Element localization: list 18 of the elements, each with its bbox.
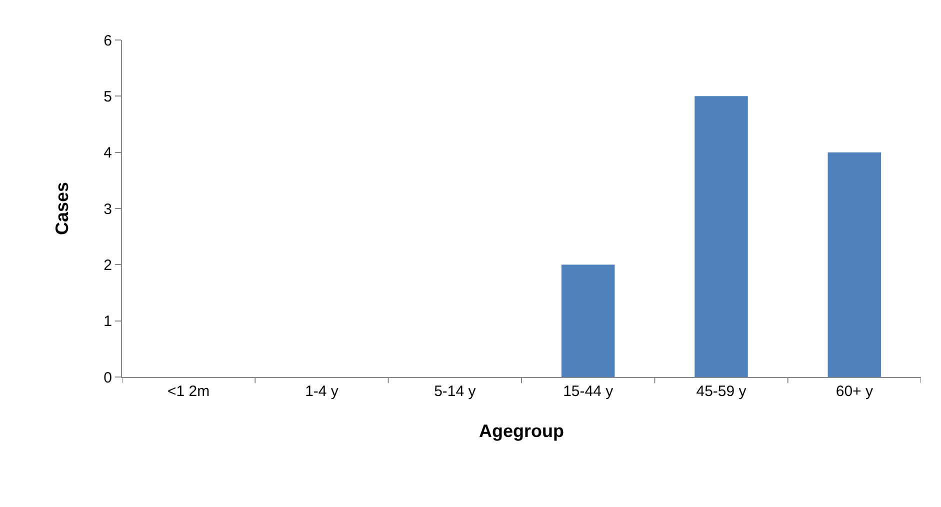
x-tick-label: 45-59 y [696, 383, 747, 400]
bar [828, 152, 882, 377]
x-tick-label: 60+ y [836, 383, 874, 400]
y-tick-label: 4 [104, 144, 112, 162]
y-tick-label: 5 [104, 88, 112, 106]
x-axis-title: Agegroup [479, 421, 564, 442]
y-tick-label: 6 [104, 32, 112, 50]
y-tick-label: 2 [104, 256, 112, 274]
x-tick-label: <1 2m [168, 383, 210, 400]
y-axis-title: Cases [52, 182, 72, 236]
bar [561, 264, 615, 377]
y-tick-label: 1 [104, 313, 112, 330]
y-tick-label: 3 [104, 200, 112, 218]
x-tick-label: 15-44 y [563, 383, 614, 400]
x-tick-label: 5-14 y [434, 383, 476, 400]
x-tick-label: 1-4 y [305, 383, 339, 400]
bar [694, 96, 748, 377]
y-tick-label: 0 [104, 369, 112, 386]
